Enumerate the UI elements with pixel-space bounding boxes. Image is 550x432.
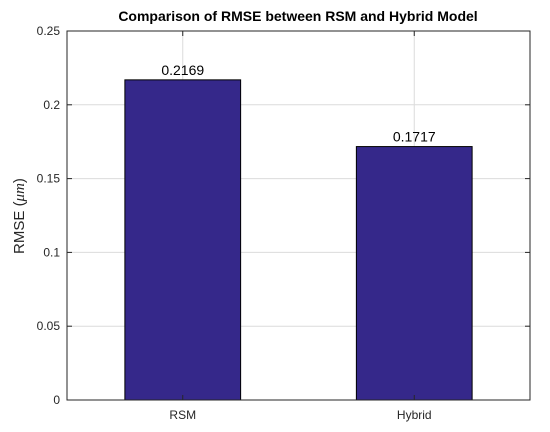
y-axis-label: RMSE (μm): [11, 178, 28, 254]
y-axis-label-unit: μm: [12, 183, 28, 203]
y-axis-label-text: RMSE (: [11, 201, 28, 254]
data-labels: 0.2169 0.1717: [161, 62, 436, 145]
bar-rsm: [124, 79, 242, 401]
x-tick-label: RSM: [169, 408, 196, 422]
data-label: 0.1717: [393, 129, 436, 145]
y-tick-label: 0.1: [43, 245, 60, 259]
y-tick-label: 0.15: [37, 172, 61, 186]
chart-title: Comparison of RMSE between RSM and Hybri…: [118, 8, 477, 24]
bar-hybrid: [355, 146, 473, 401]
bars: [124, 79, 473, 401]
y-tick-label: 0: [53, 393, 60, 407]
y-axis-label-close: ): [11, 178, 28, 183]
y-tick-label: 0.2: [43, 98, 60, 112]
plot-frame: [66, 30, 531, 401]
axis-ticks: 0 0.05 0.1 0.15 0.2 0.25 RSM Hybrid: [37, 24, 530, 422]
data-label: 0.2169: [161, 62, 204, 78]
x-tick-label: Hybrid: [397, 408, 432, 422]
y-tick-label: 0.25: [37, 24, 61, 38]
y-tick-label: 0.05: [37, 319, 61, 333]
